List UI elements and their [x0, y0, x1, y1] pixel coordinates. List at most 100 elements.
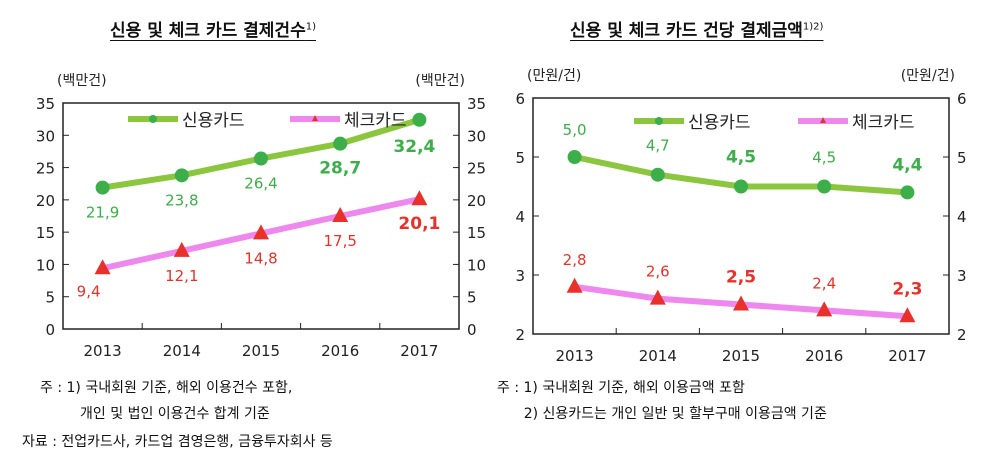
c2-ytick-label-left: 3 [515, 267, 525, 285]
c2-series-1-data-label: 2,5 [726, 268, 756, 288]
c1-xtick-label: 2013 [84, 342, 122, 360]
c2-xtick-label: 2014 [639, 347, 677, 365]
c2-ylabel-left: (만원/건) [527, 68, 581, 84]
c1-ytick-label-right: 25 [467, 160, 486, 178]
c1-plot-frame [62, 102, 460, 330]
c2-series-1-data-label: 2,8 [563, 251, 587, 269]
c2-series-1-data-label: 2,4 [812, 274, 836, 292]
c1-xtick-label: 2017 [400, 342, 438, 360]
c2-series-0-data-label: 4,4 [892, 155, 922, 175]
chart2-note-1: 주 : 1) 국내회원 기준, 해외 이용금액 포함 [497, 380, 745, 396]
c1-series-1-data-label: 9,4 [77, 282, 101, 300]
chart1-title: 신용 및 체크 카드 결제건수1) [110, 16, 316, 41]
c1-ytick-label-right: 0 [467, 321, 477, 339]
c2-series-1-point [899, 307, 916, 323]
c2-series-0-point [650, 167, 665, 182]
c2-ytick-label-left: 4 [515, 208, 525, 226]
c1-ylabel-left: (백만건) [57, 73, 107, 89]
c2-series-0-data-label: 4,5 [726, 148, 756, 168]
c2-ytick-label-right: 4 [957, 208, 967, 226]
c2-ytick-label-right: 5 [957, 149, 967, 167]
c2-series-0-data-label: 4,5 [812, 149, 836, 167]
c1-series-0-point [254, 151, 268, 166]
c1-series-1-point [411, 190, 428, 206]
c1-ytick-label-right: 10 [467, 256, 486, 274]
c1-series-1-data-label: 20,1 [398, 214, 440, 234]
c2-xtick-label: 2015 [722, 347, 760, 365]
c1-series-1-point [332, 207, 349, 222]
c2-series-0-data-label: 5,0 [563, 121, 587, 139]
c1-xtick-label: 2016 [321, 342, 359, 360]
c1-legend-1-label: 체크카드 [344, 111, 407, 131]
c1-ylabel-right: (백만건) [415, 73, 465, 89]
c1-legend-0-label: 신용카드 [182, 111, 245, 131]
c1-series-1-data-label: 12,1 [165, 267, 198, 285]
c2-ytick-label-left: 6 [515, 90, 525, 108]
c2-series-1-data-label: 2,6 [646, 263, 670, 281]
c2-ytick-label-right: 3 [957, 267, 967, 285]
c2-series-1-point [566, 277, 583, 293]
c1-ytick-label-left: 15 [36, 224, 55, 242]
c1-ytick-label-left: 20 [36, 192, 55, 210]
c1-series-0-data-label: 32,4 [393, 137, 435, 157]
c1-xtick-label: 2014 [163, 342, 201, 360]
chart1-source: 자료 : 전업카드사, 카드업 겸영은행, 금융투자회사 등 [22, 434, 333, 450]
c1-series-0-data-label: 28,7 [319, 159, 361, 179]
c1-series-0-data-label: 26,4 [244, 175, 277, 193]
c1-series-0-data-label: 21,9 [86, 204, 119, 222]
c1-ytick-label-right: 20 [467, 192, 486, 210]
c1-ytick-label-left: 25 [36, 160, 55, 178]
c2-xtick-label: 2016 [805, 347, 843, 365]
c2-series-0-point [817, 179, 832, 194]
c2-legend-0-label: 신용카드 [688, 113, 751, 133]
c1-ytick-label-right: 30 [467, 127, 486, 145]
c1-series-0-point [333, 136, 348, 151]
c1-legend-1-marker [312, 115, 318, 121]
c1-xtick-label: 2015 [242, 342, 280, 360]
c1-series-0-point [412, 112, 427, 127]
c1-series-1-point [94, 259, 111, 275]
chart1-title-footnote: 1) [305, 21, 316, 33]
c1-ytick-label-left: 30 [36, 127, 55, 145]
c1-series-0-point [174, 168, 189, 183]
chart2-title-text: 신용 및 체크 카드 건당 결제금액 [570, 21, 803, 41]
c1-ytick-label-left: 0 [45, 321, 55, 339]
c2-series-1-point [816, 301, 833, 317]
c1-ytick-label-right: 15 [467, 224, 486, 242]
c2-ytick-label-left: 2 [515, 326, 525, 344]
chart2-title-footnote: 1)2) [802, 21, 824, 33]
chart2-title: 신용 및 체크 카드 건당 결제금액1)2) [570, 16, 823, 41]
c1-series-1-data-label: 14,8 [244, 249, 277, 267]
chart1-title-text: 신용 및 체크 카드 결제건수 [110, 21, 306, 41]
c2-legend-0-marker [655, 117, 663, 125]
c2-series-0-point [734, 179, 748, 194]
c1-series-1-point [253, 224, 269, 240]
c1-ytick-label-right: 35 [467, 95, 486, 113]
c2-legend-1-marker [820, 117, 826, 123]
c2-series-0-point [567, 150, 582, 164]
c2-ytick-label-left: 5 [515, 149, 525, 167]
c1-series-0-point [95, 180, 110, 195]
c2-series-0-point [900, 185, 915, 200]
c1-series-1-data-label: 17,5 [323, 232, 356, 250]
chart2-note-2: 2) 신용카드는 개인 일반 및 할부구매 이용금액 기준 [497, 406, 827, 422]
c2-ytick-label-right: 2 [957, 326, 967, 344]
c1-series-1-point [173, 241, 190, 257]
c1-series-0-data-label: 23,8 [165, 191, 198, 209]
c2-ytick-label-right: 6 [957, 90, 967, 108]
c2-ylabel-right: (만원/건) [901, 68, 955, 84]
c1-ytick-label-left: 10 [36, 256, 55, 274]
c2-series-1-data-label: 2,3 [892, 279, 922, 299]
chart1-note-1: 주 : 1) 국내회원 기준, 해외 이용건수 포함, [40, 380, 293, 396]
c2-series-1-point [649, 289, 666, 305]
c2-xtick-label: 2017 [888, 347, 926, 365]
c1-legend-0-marker [149, 115, 157, 123]
c2-legend-1-label: 체크카드 [852, 113, 915, 133]
c1-ytick-label-left: 35 [36, 95, 55, 113]
c1-ytick-label-right: 5 [467, 289, 477, 307]
c1-ytick-label-left: 5 [45, 289, 55, 307]
c2-xtick-label: 2013 [556, 347, 594, 365]
chart1-note-2: 개인 및 법인 이용건수 합계 기준 [40, 406, 270, 422]
